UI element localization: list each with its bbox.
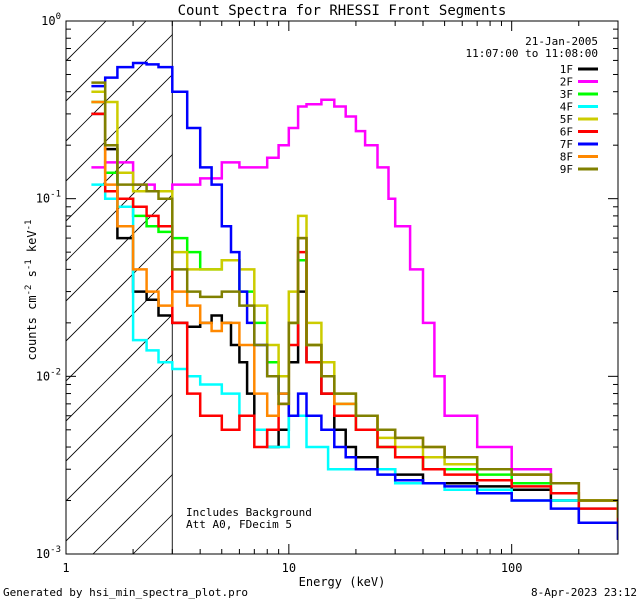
series-line-2f (91, 98, 618, 523)
x-axis: 1 10 100 (62, 21, 619, 575)
hatch-line (66, 21, 147, 102)
legend-label-1f: 1F (560, 63, 573, 76)
legend-label-9f: 9F (560, 163, 573, 176)
hatch-line (66, 21, 227, 182)
x-tick-label: 1 (62, 561, 69, 575)
y-tick-label: 10-3 (36, 545, 61, 561)
x-axis-label: Energy (keV) (299, 575, 386, 589)
chart-title: Count Spectra for RHESSI Front Segments (178, 3, 507, 19)
x-tick-label: 10 (282, 561, 296, 575)
y-tick-label: 10-2 (36, 367, 61, 383)
legend-label-7f: 7F (560, 138, 573, 151)
plot-frame (65, 20, 619, 555)
y-axis: 10-3 10-2 10-1 100 (36, 12, 618, 561)
y-tick-label: 100 (41, 12, 61, 28)
y-axis-label: counts cm-2 s-1 keV-1 (24, 220, 39, 361)
hatched-region (66, 21, 618, 554)
legend-label-6f: 6F (560, 126, 573, 139)
hatch-line (66, 21, 187, 142)
series-line-9f (91, 81, 618, 518)
legend-label-2f: 2F (560, 76, 573, 89)
hatch-line (66, 21, 107, 62)
y-tick-label: 10-1 (36, 190, 61, 206)
annotation-attenuator: Att A0, FDecim 5 (186, 518, 292, 531)
x-tick-label: 100 (501, 561, 523, 575)
hatch-mask (172, 21, 618, 554)
time-range-label: 11:07:00 to 11:08:00 (466, 47, 598, 60)
footer-timestamp: 8-Apr-2023 23:12 (531, 586, 637, 599)
annotation-background: Includes Background (186, 506, 312, 519)
date-label: 21-Jan-2005 (525, 35, 598, 48)
series-lines (91, 61, 618, 540)
legend-label-8f: 8F (560, 151, 573, 164)
legend-label-3f: 3F (560, 88, 573, 101)
footer-generated: Generated by hsi_min_spectra_plot.pro (3, 586, 248, 599)
legend-label-4f: 4F (560, 101, 573, 114)
legend-label-5f: 5F (560, 113, 573, 126)
